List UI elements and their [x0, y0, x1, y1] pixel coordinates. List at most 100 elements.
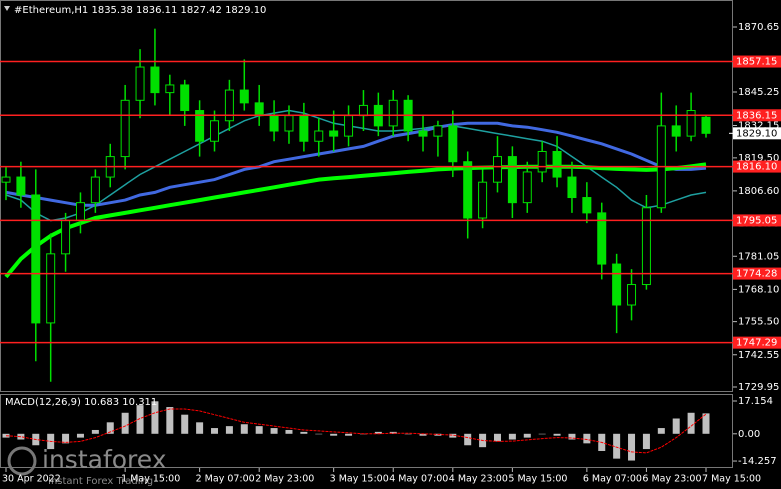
macd-bar: [166, 407, 174, 434]
candle-body: [150, 66, 160, 94]
level-label: 1857.15: [736, 57, 777, 68]
macd-bar: [464, 433, 472, 446]
candle-body: [522, 171, 532, 204]
candle-body: [701, 116, 711, 134]
moving-average: [5, 121, 707, 207]
candle-body: [1, 176, 11, 183]
candle-body: [478, 181, 488, 219]
level-label: 1836.15: [736, 110, 777, 121]
macd-bar: [449, 433, 457, 438]
macd-frame: [0, 394, 733, 468]
candle-body: [329, 130, 339, 137]
x-tick-label: 1 May 15:00: [121, 474, 180, 485]
candle-body: [492, 156, 502, 183]
y-tick-label: -14.257: [738, 456, 777, 467]
main-frame: [0, 0, 733, 392]
candle-body: [299, 115, 309, 142]
macd-bar: [211, 428, 219, 434]
macd-bar: [270, 428, 278, 434]
candle-body: [90, 176, 100, 204]
candle-body: [641, 207, 651, 286]
macd-bar: [672, 418, 680, 434]
candle-body: [46, 253, 56, 324]
macd-bar: [151, 401, 159, 434]
moving-average: [4, 162, 707, 279]
x-tick-label: 2 May 07:00: [196, 474, 255, 485]
candle-body: [239, 89, 249, 104]
x-tick-label: 7 May 15:00: [702, 474, 761, 485]
level-label-box: [733, 336, 781, 349]
candle-body: [210, 120, 220, 142]
candle-body: [388, 99, 398, 127]
candle-body: [671, 125, 681, 137]
candle-body: [507, 156, 517, 204]
macd-bar: [642, 433, 650, 450]
candle-body: [418, 130, 428, 137]
y-tick-label: 1819.50: [738, 153, 779, 164]
macd-signal: [5, 408, 707, 454]
macd-bar: [121, 412, 129, 434]
macd-bar: [613, 433, 621, 459]
macd-bar: [702, 413, 710, 434]
watermark-logo: [7, 446, 37, 476]
level-label: 1795.05: [736, 215, 777, 226]
x-tick-label: 3 May 15:00: [330, 474, 389, 485]
macd-bar: [255, 426, 263, 434]
macd-bar: [196, 422, 204, 434]
macd-bar: [508, 433, 516, 440]
level-label-box: [733, 214, 781, 227]
macd-bar: [181, 414, 189, 434]
macd-bar: [315, 433, 323, 435]
macd-bar: [62, 433, 70, 444]
macd-bar: [419, 433, 427, 436]
macd-bar: [106, 422, 114, 434]
x-tick-label: 5 May 15:00: [508, 474, 567, 485]
candle-body: [135, 66, 145, 101]
x-tick-label: 4 May 23:00: [449, 474, 508, 485]
candle-body: [61, 220, 71, 255]
level-label-box: [733, 160, 781, 173]
candle-body: [358, 104, 368, 117]
level-label: 1747.29: [736, 338, 777, 349]
y-tick-label: 1781.05: [738, 251, 779, 262]
current-price-box: [733, 127, 781, 140]
current-price-label: 1829.10: [736, 128, 777, 139]
macd-bar: [568, 433, 576, 440]
macd-bar: [136, 405, 144, 434]
macd-bar: [389, 431, 397, 434]
candle-body: [75, 202, 85, 222]
candle-body: [597, 212, 607, 265]
y-tick-label: 1729.95: [738, 382, 779, 393]
macd-bar: [76, 433, 84, 438]
y-tick-label: 0.00: [738, 429, 760, 440]
x-tick-label: 4 May 07:00: [389, 474, 448, 485]
macd-title: MACD(12,26,9) 10.683 10.311: [5, 397, 157, 408]
candle-body: [269, 115, 279, 132]
candle-body: [463, 161, 473, 219]
candle-body: [537, 150, 547, 173]
candle-body: [224, 89, 234, 122]
y-tick-label: 1755.50: [738, 317, 779, 328]
macd-bar: [240, 424, 248, 434]
candle-body: [180, 84, 190, 112]
macd-bar: [345, 433, 353, 436]
macd-bar: [687, 412, 695, 434]
candle-body: [195, 110, 205, 142]
level-label-box: [733, 267, 781, 280]
candle-body: [284, 115, 294, 132]
watermark-brand: instaforex: [42, 445, 167, 474]
candle-body: [448, 125, 458, 163]
x-tick-label: 6 May 07:00: [583, 474, 642, 485]
candle-body: [582, 197, 592, 214]
candle-body: [16, 176, 26, 196]
candle-body: [254, 102, 264, 117]
x-tick-label: 2 May 23:00: [255, 474, 314, 485]
macd-bar: [91, 429, 99, 434]
header-icon: [4, 6, 10, 11]
level-label: 1774.28: [736, 269, 777, 280]
candle-body: [165, 84, 175, 94]
candle-body: [552, 150, 562, 178]
macd-bar: [628, 433, 636, 461]
candle-body: [120, 99, 130, 158]
